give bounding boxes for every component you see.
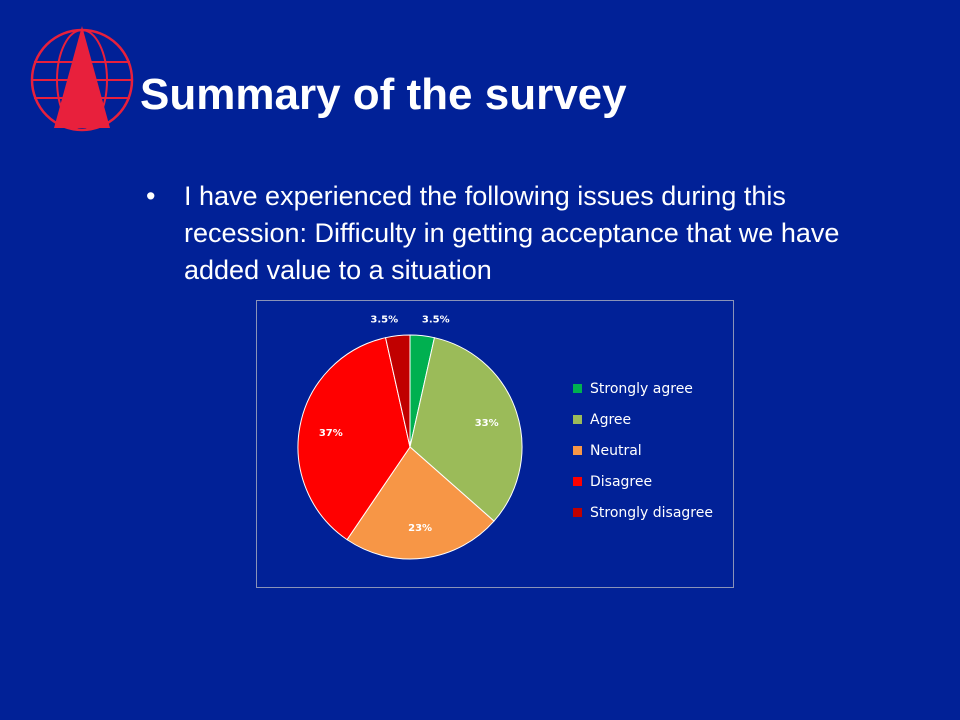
pie-slice-disagree [297,337,411,541]
slide-title: Summary of the survey [140,70,627,119]
data-label-agree: 33% [475,418,499,429]
legend-swatch [573,508,582,517]
pie-chart: 3.5% 33% 23% 37% 3.5% [297,314,523,560]
legend-label: Strongly disagree [590,504,713,521]
bullet-dot-icon: • [146,181,156,211]
chart-legend: Strongly agree Agree Neutral Disagree Strong… [573,373,713,528]
globe-triangle-logo-icon [30,26,134,132]
legend-item-disagree: Disagree [573,466,713,497]
legend-item-agree: Agree [573,404,713,435]
legend-label: Strongly agree [590,380,693,397]
legend-item-strongly-agree: Strongly agree [573,373,713,404]
data-label-strongly-disagree: 3.5% [370,314,398,325]
bullet-point: • I have experienced the following issue… [146,178,916,289]
legend-item-neutral: Neutral [573,435,713,466]
bullet-text: I have experienced the following issues … [184,181,840,285]
data-label-strongly-agree: 3.5% [422,314,450,325]
legend-label: Neutral [590,442,642,459]
legend-swatch [573,446,582,455]
legend-swatch [573,477,582,486]
pie-chart-frame: 3.5% 33% 23% 37% 3.5% Strongly agree Agree Neu… [256,300,734,588]
pie-slice-neutral [346,446,495,560]
pie-slice-strongly-disagree [384,334,411,448]
legend-swatch [573,384,582,393]
legend-label: Disagree [590,473,653,490]
legend-label: Agree [590,411,632,428]
data-label-neutral: 23% [408,523,432,534]
pie-slice-agree [409,337,523,522]
legend-swatch [573,415,582,424]
data-label-disagree: 37% [319,428,343,439]
legend-item-strongly-disagree: Strongly disagree [573,497,713,528]
